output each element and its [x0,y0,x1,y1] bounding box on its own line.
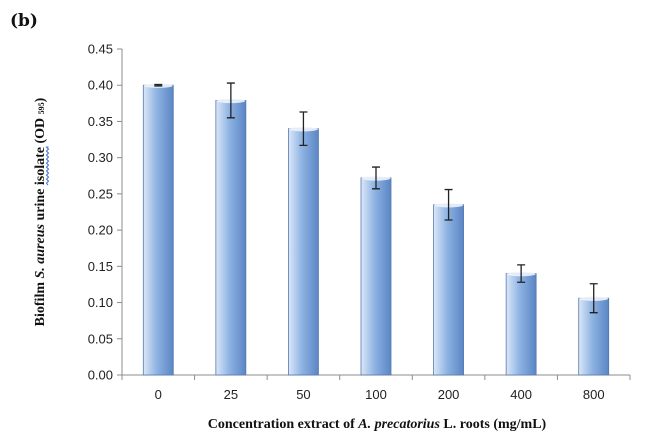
x-tick-label: 50 [296,387,310,402]
x-tick-label: 800 [583,387,605,402]
x-axis-title: Concentration extract of A. precatorius … [208,417,547,432]
x-axis-ticks: 0 25 50 100 200 400 800 [121,375,631,402]
y-tick-label: 0.30 [88,150,113,165]
error-bars [154,82,598,314]
y-tick-label: 0.40 [88,78,113,93]
spellcheck-underline [45,146,50,186]
error-bar [154,83,163,87]
panel-label: (b) [10,11,38,31]
error-bar [444,188,453,221]
x-tick-label: 25 [224,387,238,402]
y-tick-label: 0.10 [88,295,113,310]
y-tick-label: 0.25 [88,186,113,201]
bar [433,204,464,376]
x-tick-label: 0 [155,387,162,402]
y-tick-label: 0.45 [88,42,113,57]
x-tick-label: 200 [438,387,460,402]
y-axis-title-group: Biofilm S. aureus urine isolate (OD 595) [33,97,50,326]
y-tick-label: 0.00 [88,368,113,383]
error-bar [372,166,380,190]
y-tick-label: 0.20 [88,223,113,238]
bar [360,177,392,376]
bar [505,273,537,376]
error-bar [226,82,235,119]
x-tick-label: 100 [365,387,387,402]
error-bar [299,111,308,147]
x-tick-label: 400 [510,387,532,402]
bar [142,84,174,376]
error-bar [589,283,598,314]
error-bar [517,264,526,283]
bar [288,128,319,376]
bar [215,100,247,376]
y-tick-label: 0.35 [88,114,113,129]
y-axis-ticks: 0.00 0.05 0.10 0.15 0.20 0.25 0.30 0.35 0.40 0.45 [88,42,122,383]
y-tick-label: 0.05 [88,331,113,346]
bars [142,83,610,376]
y-tick-label: 0.15 [88,259,113,274]
y-axis-title: Biofilm S. aureus urine isolate (OD 595) [33,97,48,326]
